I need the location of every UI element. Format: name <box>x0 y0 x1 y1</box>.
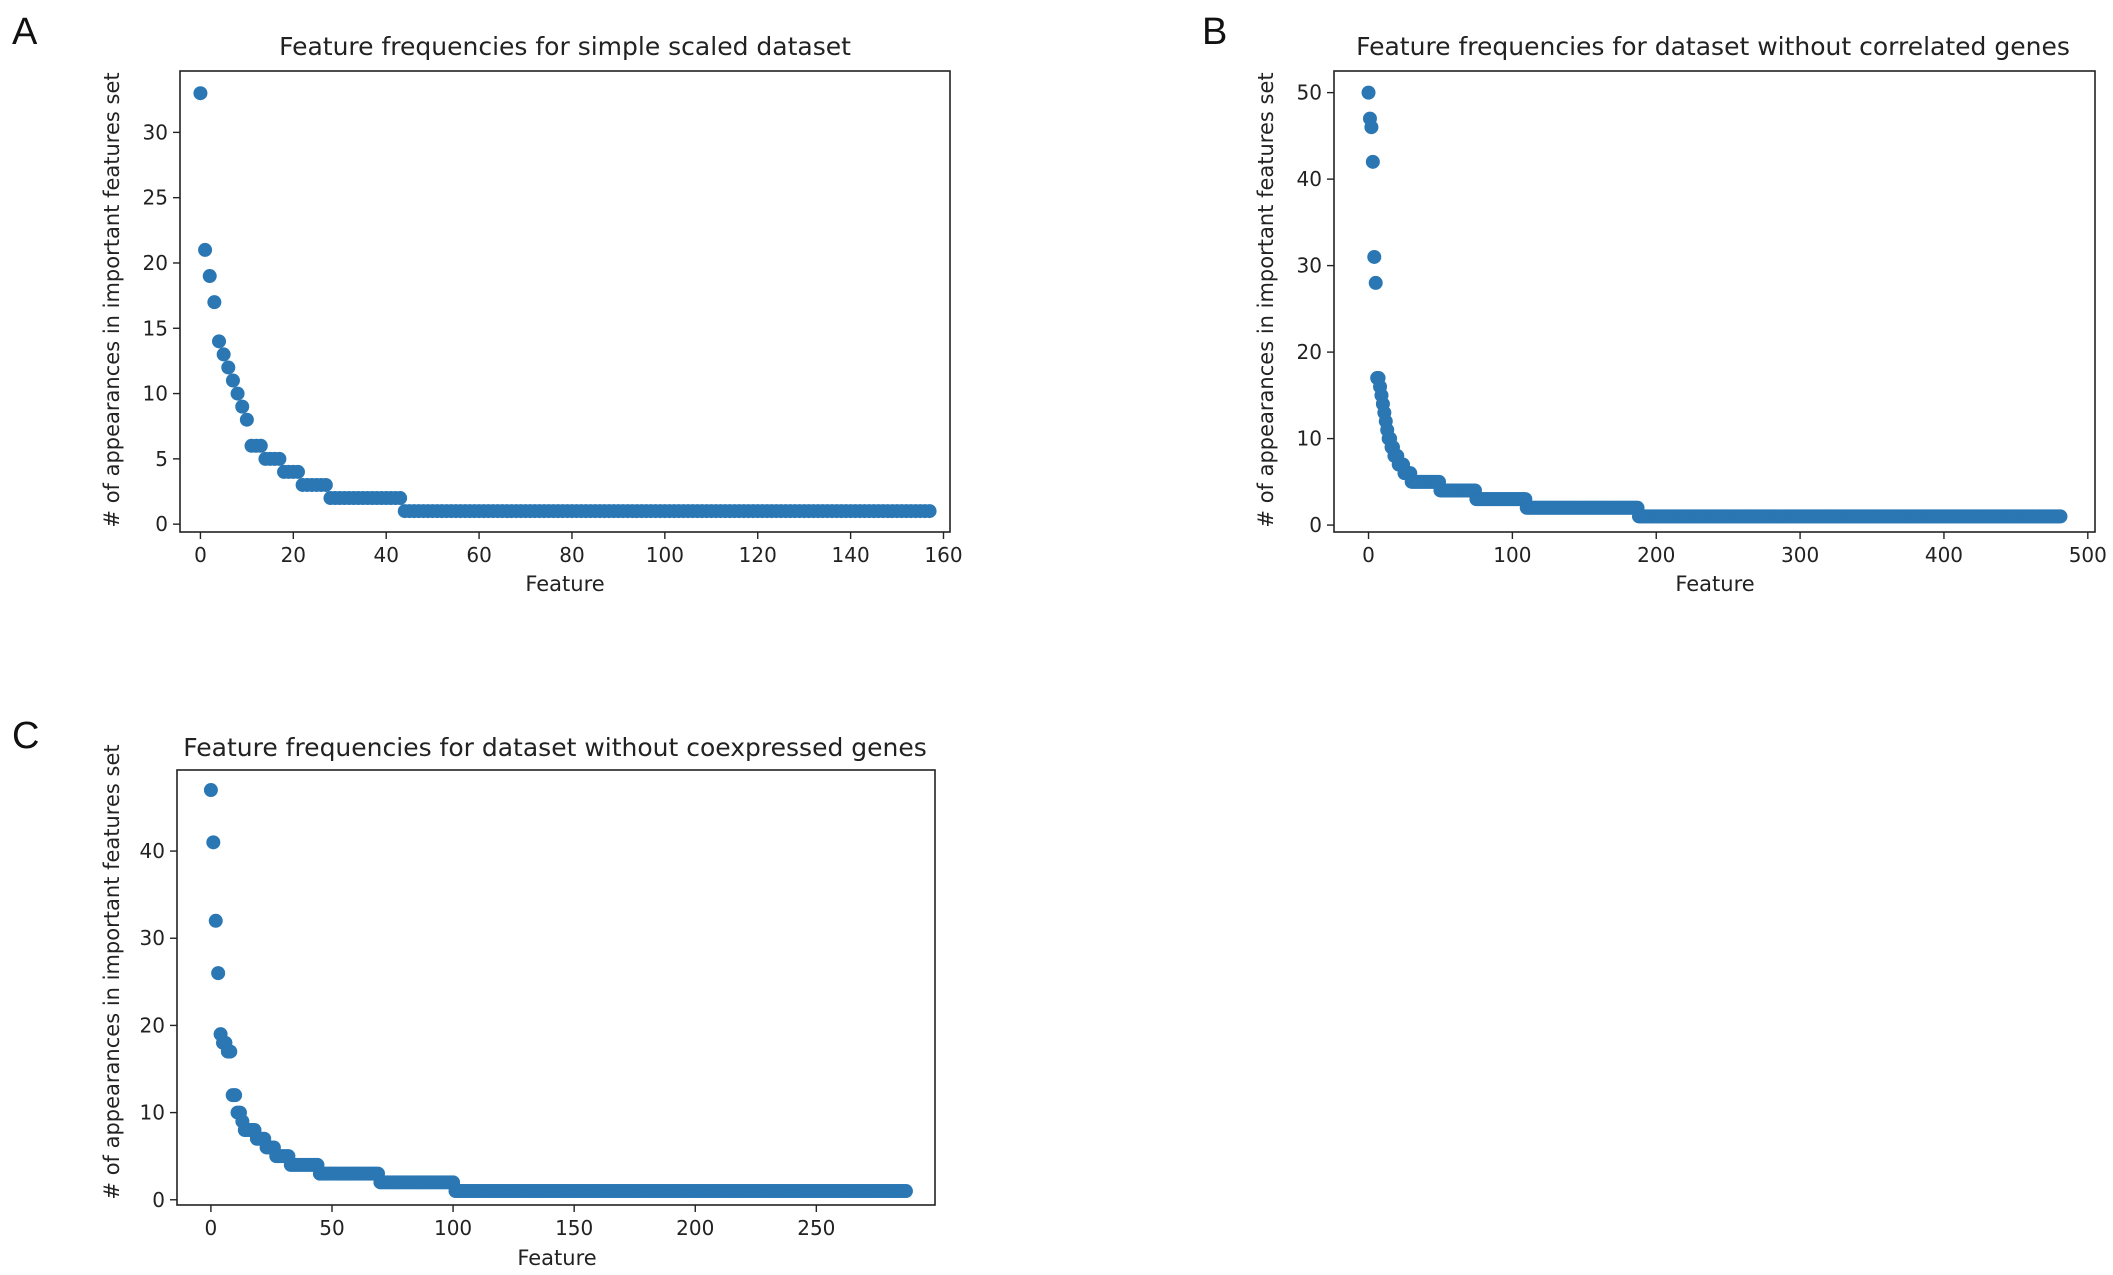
x-tick-label: 20 <box>281 543 306 567</box>
x-tick-label: 400 <box>1925 543 1963 567</box>
y-tick-label: 50 <box>1297 81 1322 105</box>
panel-a: A Feature frequencies for simple scaled … <box>12 11 963 596</box>
y-axis-label: # of appearances in important features s… <box>1254 72 1278 527</box>
data-point <box>206 835 221 850</box>
y-tick-label: 0 <box>1309 513 1322 537</box>
data-point <box>922 504 937 519</box>
y-tick-label: 20 <box>1297 340 1322 364</box>
panel-letter: C <box>12 715 39 757</box>
data-point <box>203 783 218 798</box>
x-tick-label: 100 <box>646 543 684 567</box>
y-tick-label: 10 <box>143 382 168 406</box>
data-point <box>230 386 245 401</box>
data-point <box>207 295 222 310</box>
x-tick-label: 80 <box>559 543 584 567</box>
data-point <box>212 334 227 349</box>
data-point <box>393 491 408 506</box>
y-axis-label: # of appearances in important features s… <box>100 72 124 527</box>
y-tick-label: 10 <box>1297 427 1322 451</box>
data-point <box>235 399 250 414</box>
x-tick-label: 140 <box>832 543 870 567</box>
data-point <box>221 360 236 375</box>
data-point <box>1361 85 1376 100</box>
axis-ticks: 0 50 100 150 200 250 0 10 20 30 40 <box>140 839 836 1240</box>
data-point <box>211 966 226 981</box>
x-tick-label: 0 <box>205 1216 218 1240</box>
data-point <box>898 1184 913 1199</box>
x-tick-label: 250 <box>797 1216 835 1240</box>
data-point <box>228 1088 243 1103</box>
x-tick-label: 160 <box>924 543 962 567</box>
y-tick-label: 5 <box>155 447 168 471</box>
data-point <box>216 347 231 362</box>
panel-b: B Feature frequencies for dataset withou… <box>1202 11 2107 596</box>
data-points <box>203 783 913 1199</box>
chart-title: Feature frequencies for simple scaled da… <box>279 32 851 61</box>
data-point <box>202 269 217 284</box>
x-tick-label: 150 <box>555 1216 593 1240</box>
x-axis-label: Feature <box>517 1246 596 1270</box>
x-tick-label: 200 <box>676 1216 714 1240</box>
data-point <box>225 373 240 388</box>
y-tick-label: 40 <box>140 839 165 863</box>
data-point <box>253 438 268 453</box>
panel-c: C Feature frequencies for dataset withou… <box>12 715 936 1270</box>
y-tick-label: 20 <box>140 1013 165 1037</box>
x-tick-label: 200 <box>1637 543 1675 567</box>
y-tick-label: 30 <box>140 926 165 950</box>
axis-ticks: 0 100 200 300 400 500 0 10 20 30 40 50 <box>1297 81 2107 567</box>
x-tick-label: 50 <box>319 1216 344 1240</box>
data-point <box>318 477 333 492</box>
y-axis-label: # of appearances in important features s… <box>100 744 124 1199</box>
plot-frame <box>176 769 936 1206</box>
x-tick-label: 40 <box>373 543 398 567</box>
x-tick-label: 60 <box>466 543 491 567</box>
y-tick-label: 30 <box>1297 254 1322 278</box>
x-axis-label: Feature <box>1675 572 1754 596</box>
x-tick-label: 0 <box>194 543 207 567</box>
data-points <box>193 86 937 519</box>
x-tick-label: 100 <box>1493 543 1531 567</box>
panel-letter: B <box>1202 11 1227 53</box>
chart-title: Feature frequencies for dataset without … <box>183 733 927 762</box>
y-tick-label: 40 <box>1297 167 1322 191</box>
y-tick-label: 25 <box>143 186 168 210</box>
data-point <box>272 451 287 466</box>
data-point <box>193 86 208 101</box>
plot-frame <box>179 70 951 533</box>
x-tick-label: 100 <box>434 1216 472 1240</box>
data-point <box>1364 120 1379 135</box>
y-tick-label: 10 <box>140 1101 165 1125</box>
data-point <box>198 242 213 257</box>
x-tick-label: 500 <box>2069 543 2107 567</box>
x-axis-label: Feature <box>525 572 604 596</box>
y-tick-label: 30 <box>143 120 168 144</box>
y-tick-label: 20 <box>143 251 168 275</box>
data-point <box>239 412 254 427</box>
data-point <box>223 1044 238 1059</box>
x-tick-label: 0 <box>1362 543 1375 567</box>
data-point <box>1367 249 1382 264</box>
y-tick-label: 15 <box>143 316 168 340</box>
data-point <box>208 913 223 928</box>
data-point <box>290 464 305 479</box>
x-tick-label: 120 <box>739 543 777 567</box>
data-point <box>2053 509 2068 524</box>
data-point <box>1365 154 1380 169</box>
chart-title: Feature frequencies for dataset without … <box>1356 32 2070 61</box>
plot-frame <box>1333 70 2096 533</box>
y-tick-label: 0 <box>155 512 168 536</box>
axis-ticks: 0 20 40 60 80 100 120 140 160 0 5 10 15 20 25 30 <box>143 120 963 567</box>
x-tick-label: 300 <box>1781 543 1819 567</box>
panel-letter: A <box>12 11 38 53</box>
data-points <box>1361 85 2068 524</box>
y-tick-label: 0 <box>152 1188 165 1212</box>
data-point <box>1368 275 1383 290</box>
